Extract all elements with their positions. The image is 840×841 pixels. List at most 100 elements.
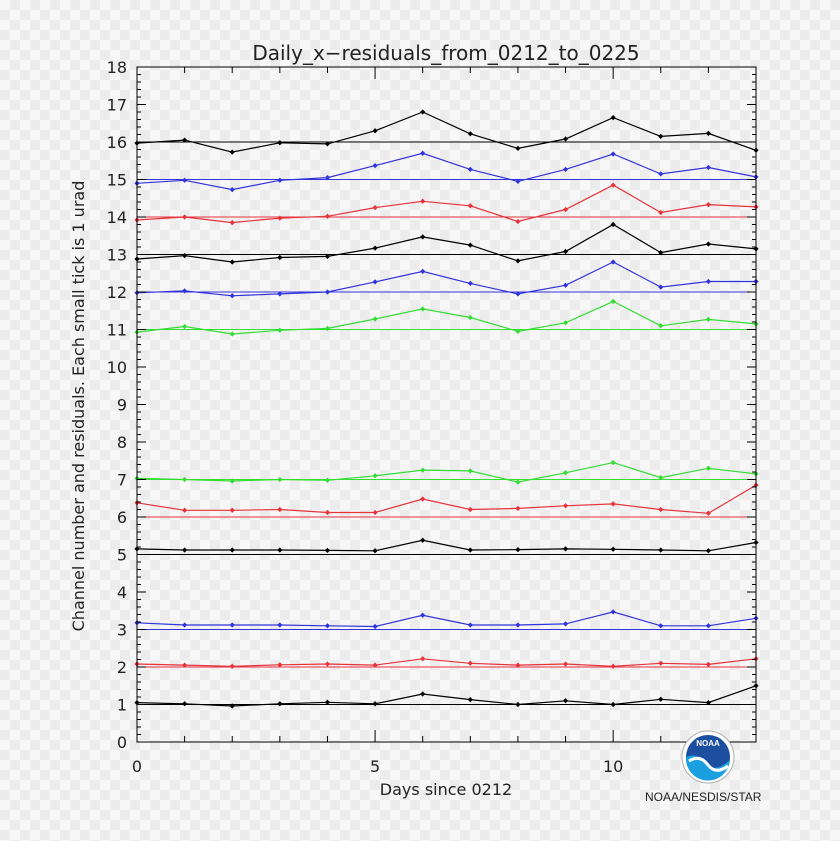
- data-point: [658, 660, 664, 666]
- data-point: [229, 259, 235, 265]
- data-point: [705, 623, 711, 629]
- series-4: [134, 537, 759, 554]
- y-tick-label: 14: [107, 208, 127, 227]
- data-point: [467, 506, 473, 513]
- series-group: [134, 109, 759, 709]
- y-tick-label: 5: [117, 546, 127, 565]
- data-point: [372, 509, 378, 516]
- data-point: [182, 177, 188, 183]
- data-point: [467, 622, 473, 628]
- data-point: [182, 507, 188, 513]
- data-point: [467, 660, 473, 666]
- series-8: [134, 259, 759, 299]
- data-point: [277, 476, 283, 483]
- data-point: [705, 661, 711, 667]
- data-point: [705, 465, 711, 471]
- data-point: [324, 141, 331, 147]
- data-point: [705, 202, 711, 208]
- data-point: [610, 151, 616, 157]
- chart-title: Daily_x−residuals_from_0212_to_0225: [252, 41, 639, 65]
- data-point: [277, 140, 283, 146]
- data-point: [658, 284, 664, 290]
- data-point: [182, 288, 188, 294]
- data-point: [324, 213, 331, 219]
- data-point: [562, 320, 569, 326]
- data-point: [658, 623, 664, 629]
- data-point: [324, 253, 331, 259]
- data-point: [420, 198, 426, 204]
- data-point: [277, 327, 283, 333]
- series-3: [134, 609, 759, 630]
- series-9: [134, 221, 759, 265]
- data-point: [705, 164, 711, 171]
- y-tick-label: 7: [117, 471, 127, 490]
- data-point: [562, 248, 569, 255]
- data-point: [182, 701, 188, 707]
- series-2: [134, 656, 759, 669]
- data-point: [182, 547, 188, 553]
- data-point: [277, 177, 283, 183]
- y-tick-label: 0: [117, 733, 127, 752]
- data-point: [562, 661, 569, 667]
- data-point: [515, 178, 521, 184]
- data-point: [372, 163, 378, 169]
- noaa-logo-text: NOAA: [696, 739, 720, 748]
- data-point: [515, 479, 521, 485]
- data-point: [658, 133, 664, 139]
- series-line-1: [136, 685, 757, 707]
- data-point: [324, 477, 331, 483]
- data-point: [420, 109, 426, 115]
- data-point: [515, 662, 521, 668]
- data-point: [229, 187, 235, 193]
- data-point: [562, 698, 569, 704]
- series-12: [134, 109, 759, 155]
- data-point: [562, 621, 569, 627]
- data-point: [658, 250, 664, 256]
- data-point: [277, 291, 283, 297]
- data-point: [467, 166, 473, 172]
- noaa-logo-caption: NOAA/NESDIS/STAR: [645, 790, 762, 804]
- data-point: [515, 622, 521, 628]
- data-point: [467, 242, 473, 248]
- data-point: [467, 314, 473, 321]
- data-point: [229, 478, 235, 484]
- data-point: [610, 609, 616, 615]
- data-point: [372, 245, 378, 251]
- data-point: [324, 661, 331, 667]
- data-point: [610, 115, 616, 121]
- series-line-2: [136, 658, 757, 667]
- data-point: [562, 166, 569, 172]
- data-point: [372, 205, 378, 211]
- data-point: [705, 278, 711, 285]
- series-line-5: [136, 484, 757, 514]
- data-point: [182, 662, 188, 668]
- data-point: [515, 218, 521, 225]
- series-10: [134, 182, 759, 226]
- x-axis-label: Days since 0212: [380, 780, 512, 799]
- data-point: [515, 328, 521, 334]
- series-1: [134, 683, 759, 709]
- data-point: [705, 700, 711, 706]
- data-point: [467, 547, 473, 553]
- data-point: [705, 130, 711, 136]
- data-point: [182, 137, 188, 143]
- series-line-12: [136, 111, 757, 153]
- data-point: [562, 136, 569, 142]
- data-point: [229, 331, 235, 337]
- data-point: [705, 241, 711, 247]
- data-point: [562, 470, 569, 476]
- data-point: [229, 547, 235, 553]
- data-point: [420, 467, 426, 473]
- series-5: [134, 482, 759, 516]
- data-point: [182, 323, 188, 330]
- x-tick-label: 5: [370, 757, 380, 776]
- series-11: [134, 150, 759, 193]
- data-point: [610, 663, 616, 669]
- data-point: [467, 697, 473, 703]
- data-point: [658, 547, 664, 553]
- series-line-7: [136, 300, 757, 335]
- y-tick-label: 18: [107, 58, 127, 77]
- data-point: [562, 206, 569, 213]
- data-point: [277, 506, 283, 513]
